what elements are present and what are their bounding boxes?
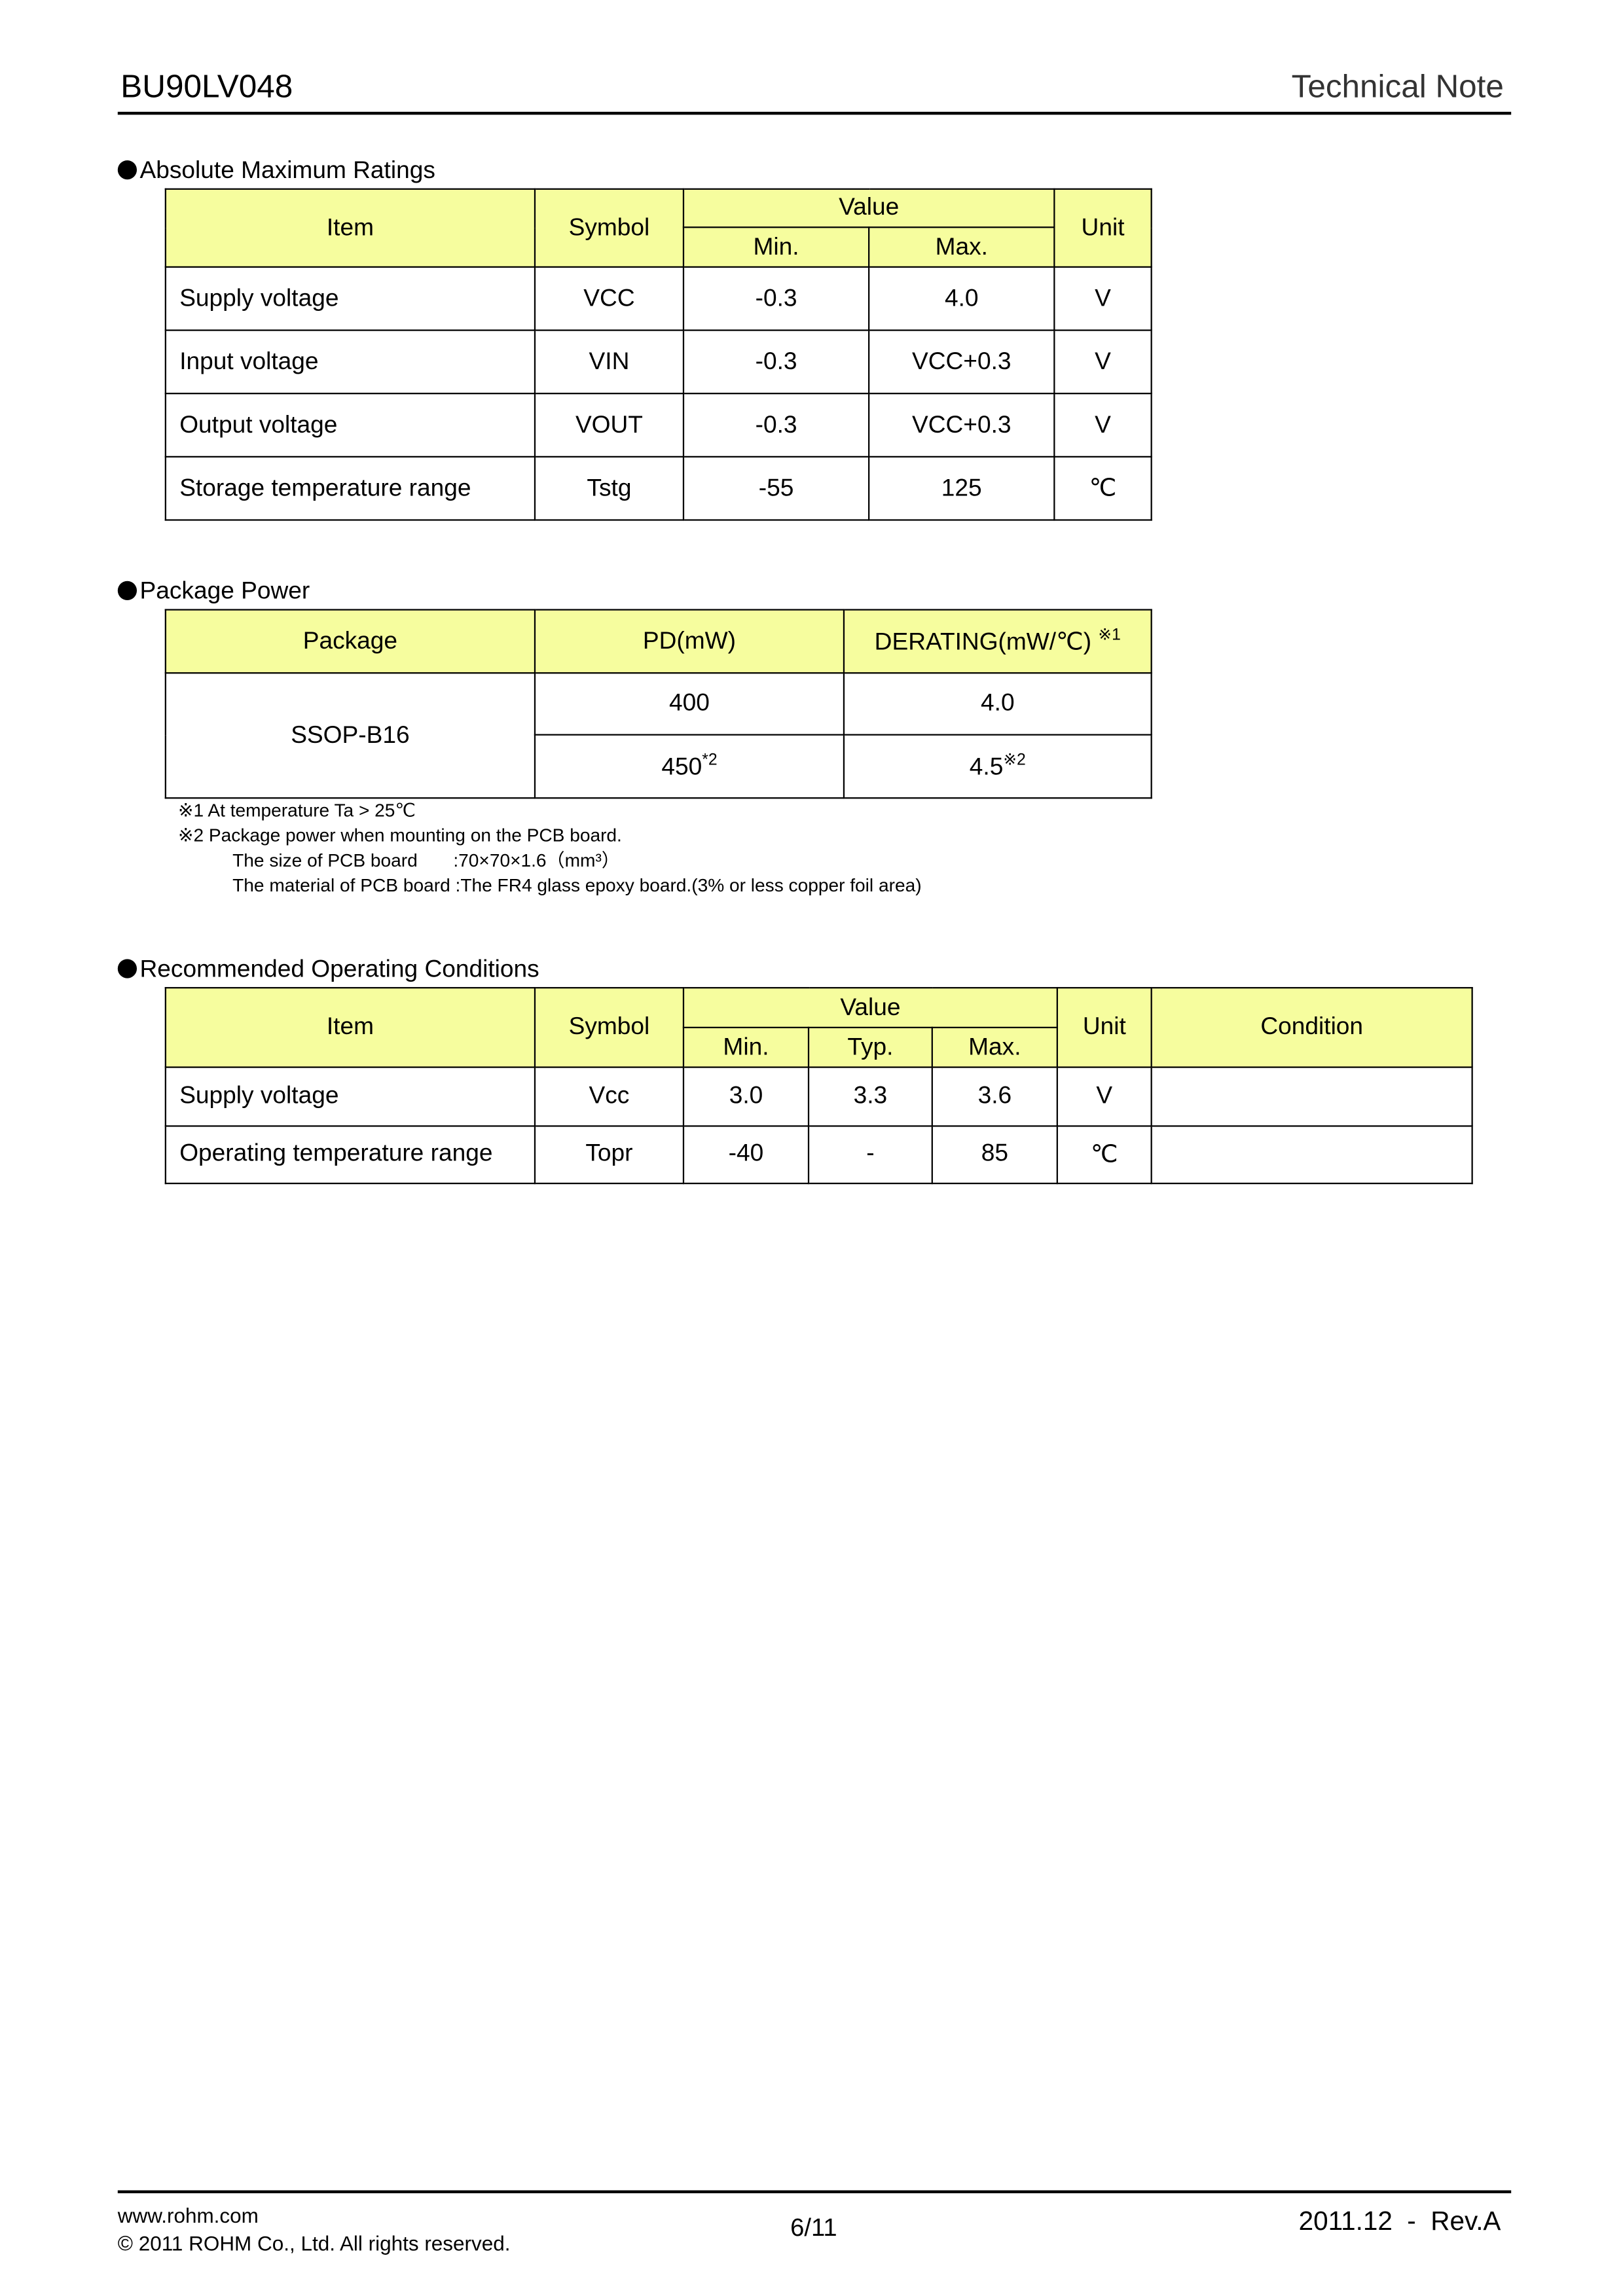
section-title-text: Recommended Operating Conditions bbox=[139, 956, 539, 983]
footnote-mark: ※1 bbox=[1098, 626, 1121, 645]
table-row: Input voltage VIN -0.3 VCC+0.3 V bbox=[164, 329, 1152, 395]
table-row: Output voltage VOUT -0.3 VCC+0.3 V bbox=[164, 393, 1152, 457]
footer-copyright: © 2011 ROHM Co., Ltd. All rights reserve… bbox=[117, 2231, 511, 2255]
col-item: Item bbox=[164, 188, 536, 268]
cell-unit: ℃ bbox=[1056, 1124, 1152, 1185]
section-title-roc: Recommended Operating Conditions bbox=[117, 956, 539, 984]
cell-max: VCC+0.3 bbox=[868, 393, 1055, 457]
cell-symbol: Tstg bbox=[534, 456, 685, 521]
cell-item: Output voltage bbox=[164, 393, 536, 457]
footnote-1: ※1 At temperature Ta > 25℃ bbox=[177, 800, 416, 821]
cell-unit: V bbox=[1053, 329, 1152, 395]
footnote-pcb-size: The size of PCB board :70×70×1.6（mm³） bbox=[232, 850, 620, 871]
package-power-table: Package PD(mW) DERATING(mW/℃) ※1 SSOP-B16 … bbox=[164, 609, 1152, 799]
section-title-text: Absolute Maximum Ratings bbox=[139, 157, 435, 184]
cell-symbol: VOUT bbox=[534, 393, 685, 457]
revision: 2011.12 - Rev.A bbox=[1298, 2206, 1501, 2236]
cell-unit: ℃ bbox=[1053, 456, 1152, 521]
cell-max: 85 bbox=[931, 1124, 1059, 1185]
col-package: Package bbox=[164, 609, 536, 674]
cell-max: 125 bbox=[868, 456, 1055, 521]
cell-typ: - bbox=[807, 1124, 933, 1185]
derating-value: 4.5※2 bbox=[843, 734, 1152, 799]
cell-max: 3.6 bbox=[931, 1066, 1059, 1126]
cell-item: Supply voltage bbox=[164, 1066, 536, 1126]
col-value: Value bbox=[682, 987, 1059, 1029]
pd-value: 400 bbox=[534, 672, 845, 736]
page-number: 6/11 bbox=[790, 2214, 837, 2242]
cell-min: -0.3 bbox=[682, 266, 870, 331]
cell-typ: 3.3 bbox=[807, 1066, 933, 1126]
cell-min: -0.3 bbox=[682, 329, 870, 395]
cell-min: -55 bbox=[682, 456, 870, 521]
footnote-mark: *2 bbox=[702, 751, 718, 769]
derating-value: 4.0 bbox=[843, 672, 1152, 736]
cell-item: Operating temperature range bbox=[164, 1124, 536, 1185]
col-typ: Typ. bbox=[807, 1026, 933, 1068]
cell-condition bbox=[1150, 1066, 1473, 1126]
table-row: Supply voltage VCC -0.3 4.0 V bbox=[164, 266, 1152, 331]
col-max: Max. bbox=[931, 1026, 1059, 1068]
cell-min: -0.3 bbox=[682, 393, 870, 457]
cell-min: -40 bbox=[682, 1124, 810, 1185]
col-min: Min. bbox=[682, 226, 870, 268]
footnote-mark: ※2 bbox=[1003, 752, 1026, 770]
cell-item: Input voltage bbox=[164, 329, 536, 395]
roc-table: Item Symbol Value Unit Condition Min. Typ. Max… bbox=[164, 987, 1473, 1185]
cell-condition bbox=[1150, 1124, 1473, 1185]
footer-url: www.rohm.com bbox=[117, 2203, 259, 2227]
col-pd: PD(mW) bbox=[534, 609, 845, 674]
cell-item: Supply voltage bbox=[164, 266, 536, 331]
pd-value: 450*2 bbox=[534, 734, 845, 799]
header-rule bbox=[117, 111, 1512, 115]
section-title-package-power: Package Power bbox=[117, 578, 310, 606]
table-row: Operating temperature range Topr -40-85 ℃ bbox=[164, 1124, 1473, 1185]
col-value: Value bbox=[682, 188, 1055, 228]
package-name: SSOP-B16 bbox=[164, 672, 536, 799]
col-item: Item bbox=[164, 987, 536, 1068]
pd-text: 450 bbox=[661, 753, 702, 780]
cell-unit: V bbox=[1056, 1066, 1152, 1126]
footer-rule bbox=[117, 2190, 1512, 2194]
col-min: Min. bbox=[682, 1026, 810, 1068]
col-symbol: Symbol bbox=[534, 188, 685, 268]
derating-text: 4.0 bbox=[981, 690, 1015, 717]
cell-unit: V bbox=[1053, 266, 1152, 331]
cell-symbol: Topr bbox=[534, 1124, 685, 1185]
cell-symbol: VCC bbox=[534, 266, 685, 331]
bullet-icon bbox=[117, 959, 137, 978]
col-unit: Unit bbox=[1053, 188, 1152, 268]
section-title-abs-max: Absolute Maximum Ratings bbox=[117, 157, 435, 185]
col-symbol: Symbol bbox=[534, 987, 685, 1068]
abs-max-table: Item Symbol Value Unit Min. Max. Supply volt… bbox=[164, 188, 1152, 521]
derating-text: 4.5 bbox=[969, 754, 1004, 781]
table-row: Storage temperature range Tstg -55 125 ℃ bbox=[164, 456, 1152, 521]
cell-max: 4.0 bbox=[868, 266, 1055, 331]
cell-symbol: VIN bbox=[534, 329, 685, 395]
bullet-icon bbox=[117, 581, 137, 600]
col-max: Max. bbox=[868, 226, 1055, 268]
doc-title: BU90LV048 bbox=[120, 67, 293, 105]
doc-type: Technical Note bbox=[1291, 67, 1504, 105]
footnote-pcb-material: The material of PCB board :The FR4 glass… bbox=[232, 875, 922, 896]
cell-max: VCC+0.3 bbox=[868, 329, 1055, 395]
cell-min: 3.0 bbox=[682, 1066, 810, 1126]
col-derating: DERATING(mW/℃) ※1 bbox=[843, 609, 1152, 674]
table-row: Supply voltage Vcc 3.0 3.3 3.6 V bbox=[164, 1066, 1473, 1126]
col-condition: Condition bbox=[1150, 987, 1473, 1068]
cell-unit: V bbox=[1053, 393, 1152, 457]
col-unit: Unit bbox=[1056, 987, 1152, 1068]
cell-symbol: Vcc bbox=[534, 1066, 685, 1126]
pd-text: 400 bbox=[669, 690, 710, 717]
cell-item: Storage temperature range bbox=[164, 456, 536, 521]
derating-label: DERATING(mW/℃) bbox=[874, 629, 1092, 656]
footnote-2: ※2 Package power when mounting on the PC… bbox=[177, 825, 622, 846]
section-title-text: Package Power bbox=[139, 578, 310, 605]
bullet-icon bbox=[117, 160, 137, 180]
